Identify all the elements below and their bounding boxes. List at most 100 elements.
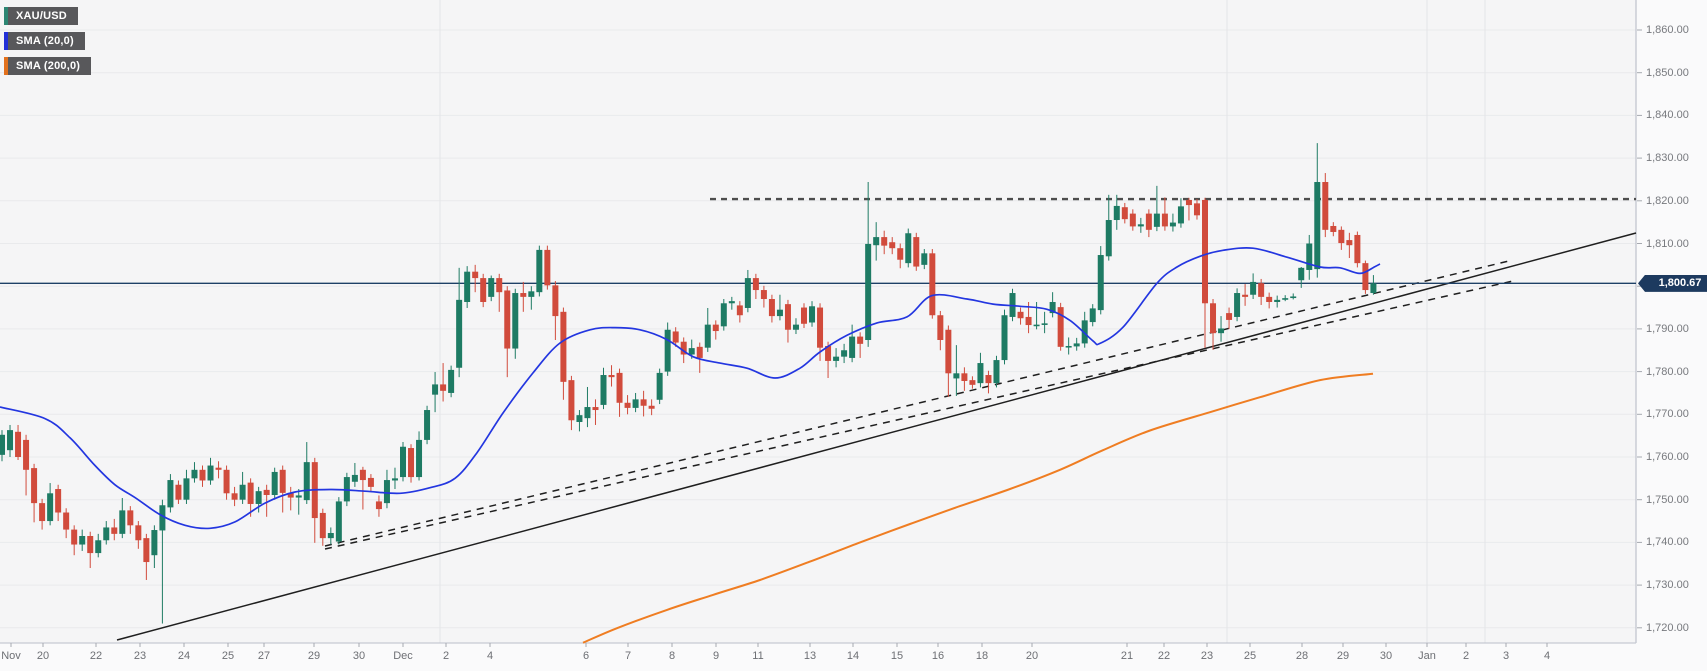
axis-borders: [0, 0, 1637, 647]
x-tick-label: 25: [1243, 650, 1257, 662]
x-tick-label: Nov: [1, 650, 21, 662]
candle-up: [295, 489, 302, 515]
candle-up: [584, 386, 591, 428]
candle-down: [375, 495, 382, 517]
candle-up: [391, 467, 398, 490]
x-tick-label: 11: [752, 650, 764, 662]
candle-down: [55, 484, 62, 522]
candle-down: [1322, 173, 1329, 238]
gridlines-vertical: [439, 0, 1486, 643]
candle-down: [311, 457, 318, 543]
candle-down: [648, 399, 655, 416]
candle-down: [247, 478, 254, 517]
candle-down: [945, 325, 952, 397]
candle-up: [7, 424, 14, 457]
candle-up: [1049, 292, 1056, 318]
x-tick-label: 4: [486, 650, 494, 662]
sma200-chip[interactable]: SMA (200,0): [4, 57, 92, 75]
y-tick-label: 1,730.00: [1646, 579, 1689, 592]
x-tick-label: 25: [221, 650, 235, 662]
candle-down: [544, 245, 551, 290]
candle-up: [47, 483, 54, 526]
candle-down: [1242, 284, 1249, 306]
candle-up: [1169, 213, 1176, 232]
candle-up: [1290, 293, 1297, 300]
y-tick-label: 1,830.00: [1646, 152, 1689, 165]
candle-down: [825, 341, 832, 379]
candle-up: [383, 469, 390, 509]
sma20-chip[interactable]: SMA (20,0): [4, 32, 85, 50]
candle-down: [231, 486, 238, 507]
candle-up: [977, 352, 984, 388]
candle-down: [969, 376, 976, 389]
candle-up: [351, 462, 358, 487]
x-tick-label: 7: [624, 650, 632, 662]
candle-up: [1218, 316, 1225, 342]
sma20-line: [0, 247, 1381, 530]
candle-down: [175, 480, 182, 504]
trendlines[interactable]: [116, 197, 1637, 641]
candle-up: [103, 521, 110, 545]
candle-down: [1210, 299, 1217, 350]
y-tick-label: 1,850.00: [1646, 66, 1689, 79]
candle-up: [528, 286, 535, 310]
candle-down: [1266, 292, 1273, 309]
candle-down: [768, 294, 775, 323]
candle-up: [728, 296, 735, 310]
candle-down: [672, 327, 679, 347]
symbol-chip[interactable]: XAU/USD: [4, 7, 78, 25]
candle-up: [536, 245, 543, 297]
candle-up: [1306, 234, 1313, 280]
x-tick-label: 20: [1025, 650, 1039, 662]
candle-up: [1250, 273, 1257, 300]
sma20-accent-bar: [4, 32, 8, 50]
x-tick-label: 14: [846, 650, 860, 662]
candle-up: [1298, 266, 1305, 288]
y-tick-label: 1,760.00: [1646, 451, 1689, 463]
candle-up: [704, 307, 711, 352]
candle-up: [191, 462, 198, 483]
candle-up: [400, 442, 406, 482]
candle-down: [1226, 307, 1233, 329]
candle-down: [480, 273, 487, 308]
x-tick-label: Jan: [1418, 650, 1436, 662]
candle-down: [263, 484, 270, 517]
candle-down: [760, 285, 767, 308]
x-tick-label: 2: [1462, 650, 1470, 662]
candle-down: [31, 463, 38, 523]
candle-up: [1033, 301, 1040, 330]
candle-up: [95, 533, 102, 558]
candle-down: [39, 498, 46, 530]
candle-down: [608, 365, 615, 387]
x-tick-label: 13: [803, 650, 817, 662]
candle-down: [319, 508, 326, 546]
candle-up: [849, 324, 856, 363]
trendline-dashed-upper: [324, 259, 1514, 547]
candle-down: [287, 486, 294, 511]
candle-down: [857, 332, 864, 358]
sma20-label: SMA (20,0): [8, 32, 85, 50]
symbol-accent-bar: [4, 7, 8, 25]
x-tick-label: 22: [1157, 650, 1171, 662]
candle-down: [784, 299, 791, 343]
candle-up: [119, 497, 126, 539]
x-tick-label: 27: [257, 650, 271, 662]
candle-up: [1073, 337, 1080, 351]
candle-down: [71, 525, 78, 556]
candle-down: [1017, 307, 1024, 325]
x-tick-label: 15: [890, 650, 904, 662]
candle-up: [1282, 295, 1289, 302]
candle-up: [432, 372, 439, 413]
candle-down: [1354, 231, 1361, 268]
candle-down: [472, 264, 479, 293]
candle-down: [135, 521, 142, 549]
candle-up: [600, 367, 607, 410]
candle-up: [993, 355, 1000, 388]
x-tick-label: 29: [307, 650, 321, 662]
candle-down: [929, 249, 936, 319]
candle-down: [143, 533, 150, 580]
candle-down: [592, 399, 599, 425]
candle-down: [889, 237, 896, 255]
candle-down: [127, 506, 134, 534]
